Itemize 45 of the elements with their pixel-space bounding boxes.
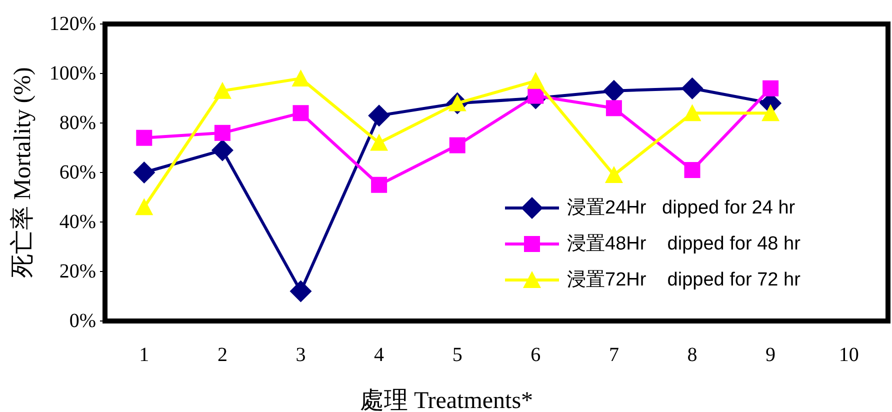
point xyxy=(681,77,704,100)
point xyxy=(292,69,310,86)
point xyxy=(762,104,780,122)
point xyxy=(211,139,234,162)
x-tick-label: 4 xyxy=(374,344,384,366)
x-tick-label: 9 xyxy=(766,344,776,366)
point xyxy=(683,104,702,122)
point xyxy=(762,80,779,96)
point xyxy=(528,88,544,104)
x-tick-label: 10 xyxy=(838,344,859,366)
point xyxy=(135,198,154,216)
y-tick-label: 80% xyxy=(59,112,96,134)
point xyxy=(606,100,622,116)
y-tick-label: 120% xyxy=(49,13,96,35)
x-tick-label: 3 xyxy=(296,344,306,366)
point xyxy=(214,124,230,141)
y-axis-title: 死亡率 Mortality (%) xyxy=(9,67,36,278)
point xyxy=(136,130,152,146)
point xyxy=(684,162,700,178)
x-tick-label: 1 xyxy=(139,344,150,366)
point xyxy=(292,105,309,122)
legend-label: 浸置72Hr dipped for 72 hr xyxy=(567,270,802,290)
y-tick-label: 20% xyxy=(59,260,96,282)
legend-label: 浸置48Hr dipped for 48 hr xyxy=(567,234,802,254)
x-tick-label: 6 xyxy=(530,344,541,366)
point xyxy=(368,104,390,127)
point xyxy=(290,280,312,302)
point xyxy=(449,137,466,154)
point xyxy=(602,80,625,102)
point xyxy=(371,176,388,193)
x-tick-label: 2 xyxy=(217,344,228,366)
point xyxy=(526,72,545,89)
legend-label: 浸置24Hr dipped for 24 hr xyxy=(567,198,796,218)
y-tick-label: 100% xyxy=(49,62,96,84)
x-tick-label: 7 xyxy=(608,344,619,366)
point xyxy=(213,82,232,99)
point xyxy=(370,134,388,151)
point xyxy=(133,162,156,184)
y-tick-label: 40% xyxy=(59,211,96,233)
x-tick-label: 8 xyxy=(687,344,698,366)
y-tick-label: 0% xyxy=(69,310,96,332)
x-axis-title: 處理 Treatments* xyxy=(360,388,534,412)
x-tick-label: 5 xyxy=(452,344,462,366)
y-tick-label: 60% xyxy=(59,162,96,184)
point xyxy=(604,166,623,183)
